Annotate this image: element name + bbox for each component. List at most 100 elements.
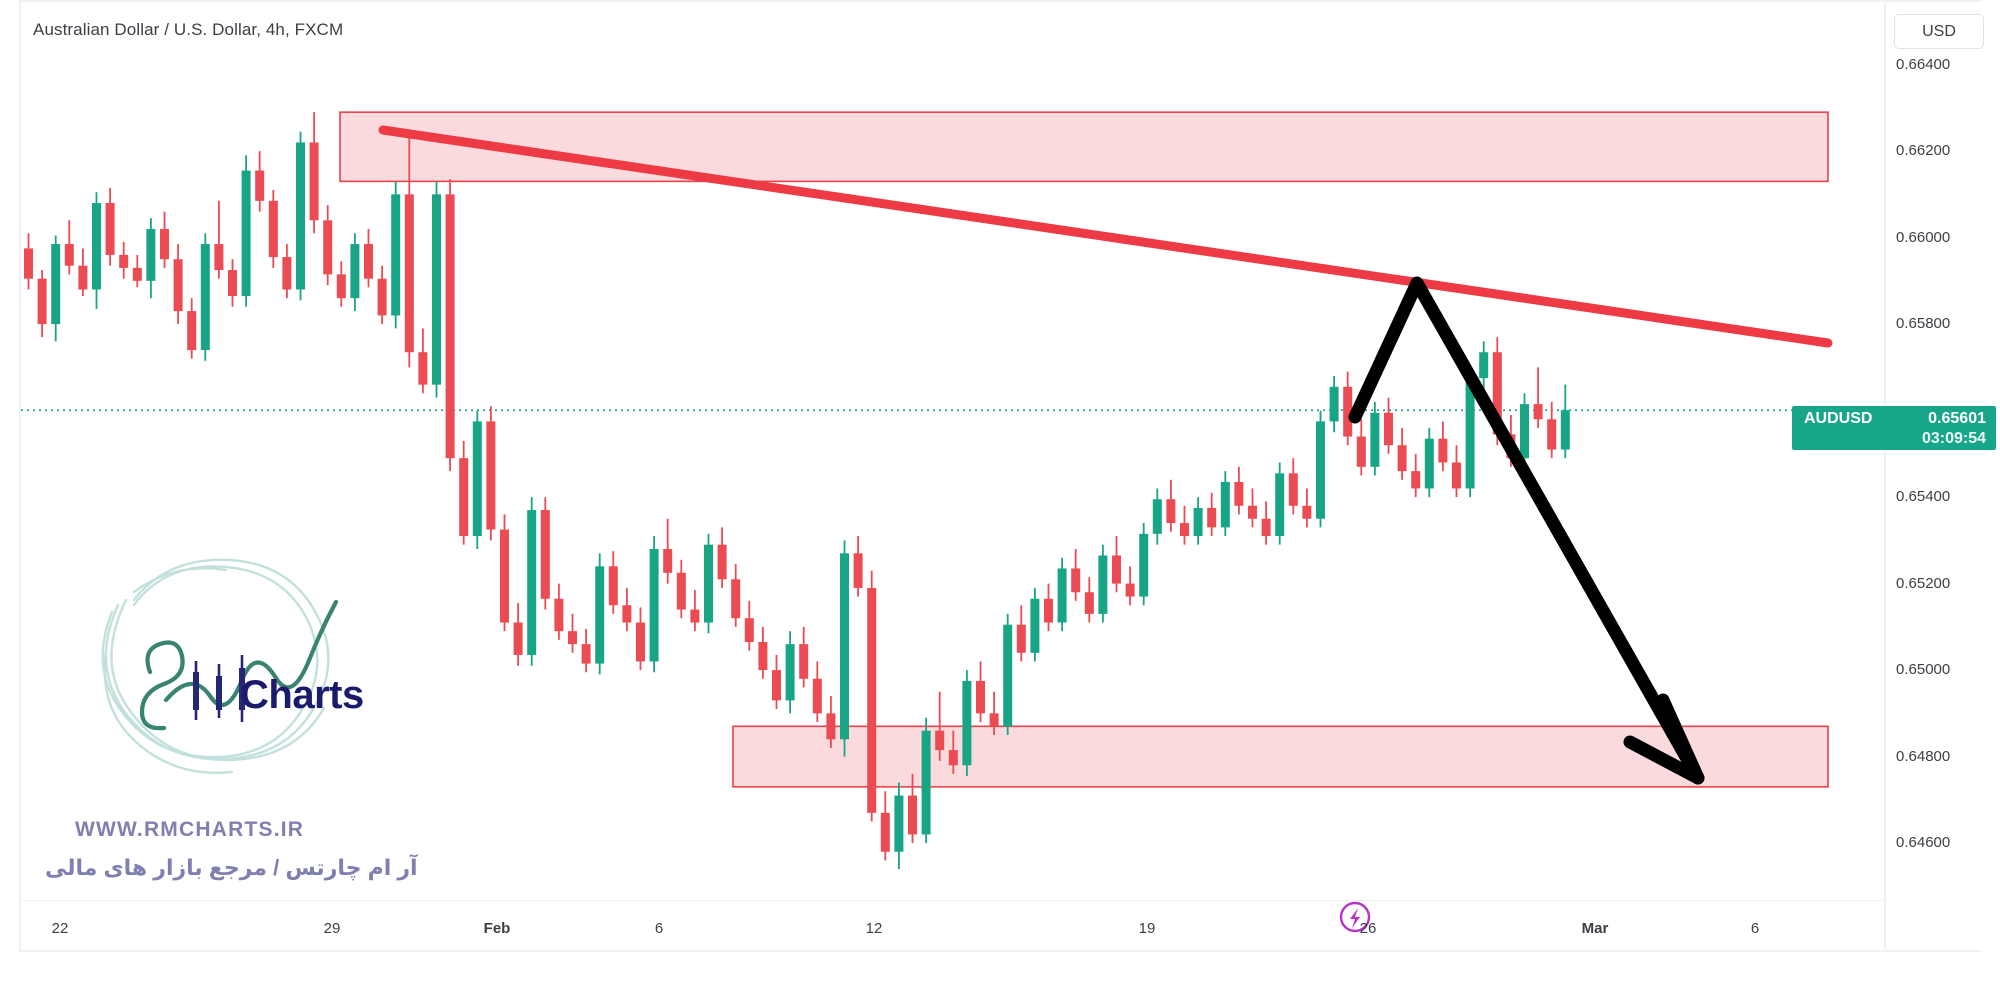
candle <box>731 564 741 627</box>
candle <box>758 626 768 679</box>
candlestick-series <box>24 112 1570 870</box>
price-axis-label: 0.65400 <box>1896 488 1951 506</box>
time-axis-label: 26 <box>1359 920 1377 937</box>
candle <box>92 192 101 309</box>
candle <box>1288 458 1298 515</box>
current-price-tag[interactable]: AUDUSD 0.65601 03:09:54 <box>1792 406 1996 451</box>
candle <box>1343 371 1353 446</box>
candle <box>214 200 224 279</box>
candle <box>1112 536 1121 593</box>
candle <box>268 190 278 268</box>
candle <box>935 691 945 761</box>
candle <box>173 244 183 325</box>
candle <box>1084 577 1094 623</box>
candle <box>323 205 333 286</box>
candle <box>962 670 972 777</box>
candle <box>826 696 836 748</box>
candle <box>132 254 142 288</box>
candle <box>663 518 673 584</box>
candle <box>78 248 88 296</box>
candle <box>1057 557 1067 632</box>
candle <box>1016 605 1026 662</box>
candle <box>1071 549 1081 601</box>
watermark-tagline: آر ام چارتس / مرجع بازار های مالی <box>45 855 418 880</box>
candle <box>1275 462 1285 545</box>
candle <box>228 259 237 307</box>
time-axis-label: Mar <box>1581 920 1609 937</box>
candle <box>608 551 618 614</box>
watermark-url: WWW.RMCHARTS.IR <box>75 818 305 841</box>
price-axis-separator <box>1884 2 1886 950</box>
candle <box>160 211 169 268</box>
candle <box>24 233 33 290</box>
candle <box>908 773 917 844</box>
candle <box>472 410 482 549</box>
currency-badge[interactable]: USD <box>1894 14 1984 49</box>
candle <box>976 661 985 722</box>
candle <box>1044 583 1053 632</box>
price-axis-label: 0.66400 <box>1896 55 1951 73</box>
candle <box>649 536 659 673</box>
lightning-bolt-icon[interactable] <box>1339 901 1371 933</box>
candle <box>785 631 795 714</box>
candle <box>364 228 373 288</box>
candle <box>1316 410 1325 528</box>
price-tag-symbol: AUDUSD <box>1804 410 1873 428</box>
candle <box>948 730 958 774</box>
candle <box>1234 466 1244 515</box>
candle <box>527 497 537 666</box>
candle <box>1248 488 1257 528</box>
chart-frame-top-border <box>19 0 1981 2</box>
candle <box>1166 479 1176 532</box>
candle <box>377 265 387 325</box>
candle <box>568 613 577 653</box>
candle <box>772 654 781 710</box>
chart-title: Australian Dollar / U.S. Dollar, 4h, FXC… <box>33 20 344 39</box>
price-tag-countdown: 03:09:54 <box>1921 430 1986 448</box>
candle <box>200 233 210 361</box>
candle <box>1139 523 1149 606</box>
candle <box>1220 471 1230 537</box>
chart-frame-bottom-border <box>19 950 1981 952</box>
price-axis-label: 0.64800 <box>1896 747 1951 765</box>
candle <box>690 590 700 632</box>
candle <box>459 440 469 545</box>
time-axis-label: 12 <box>865 920 883 937</box>
candle <box>1356 419 1366 476</box>
projection-arrow-head <box>1623 693 1705 785</box>
candle <box>1370 401 1380 476</box>
candle <box>1424 427 1434 498</box>
candle <box>540 497 550 610</box>
candle <box>119 241 129 279</box>
candle <box>105 187 115 266</box>
projection-arrow-drawing[interactable] <box>1348 276 1705 785</box>
candle <box>704 533 713 634</box>
candle <box>867 570 877 822</box>
candle <box>894 782 904 870</box>
candle <box>1547 401 1557 459</box>
candle <box>486 406 496 541</box>
candle <box>37 270 47 338</box>
candle <box>744 600 754 651</box>
price-axis-label: 0.65800 <box>1896 315 1951 333</box>
time-axis-label: 6 <box>654 920 664 937</box>
candle <box>1520 393 1529 467</box>
candle <box>840 540 849 757</box>
candle <box>1152 488 1162 545</box>
candle <box>187 298 197 359</box>
price-axis-label: 0.66200 <box>1896 142 1951 160</box>
candle <box>404 133 414 368</box>
candle <box>1180 505 1189 545</box>
candle <box>1533 367 1543 428</box>
trendline-drawing[interactable] <box>378 125 1833 348</box>
candle <box>1125 566 1135 606</box>
candle <box>255 151 265 212</box>
candle <box>1452 445 1461 498</box>
candle <box>1193 497 1203 545</box>
candle <box>853 536 863 597</box>
